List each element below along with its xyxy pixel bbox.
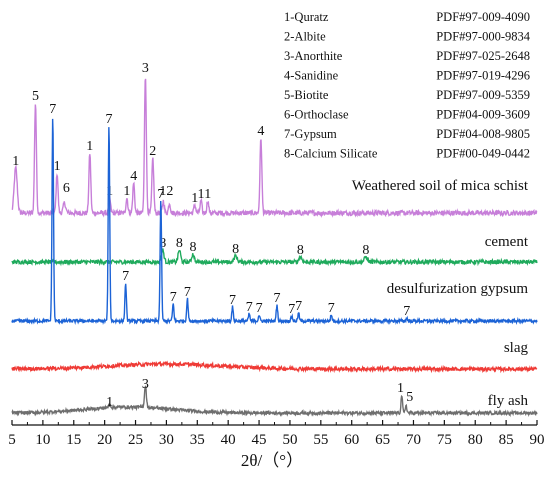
x-tick-label-15: 80 xyxy=(468,432,483,448)
peak-label-0-10: 12 xyxy=(159,184,173,199)
peak-label-0-3: 6 xyxy=(63,181,70,196)
peak-label-0-11: 1 xyxy=(191,191,198,206)
series-label-1: cement xyxy=(485,234,529,250)
peak-label-2-2: 7 xyxy=(122,269,129,284)
x-tick-label-13: 70 xyxy=(406,432,421,448)
x-tick-label-6: 35 xyxy=(190,432,205,448)
x-tick-label-1: 10 xyxy=(35,432,50,448)
series-line-4 xyxy=(11,385,538,418)
legend-label-7: 7-Gypsum xyxy=(284,127,337,141)
peak-label-1-5: 8 xyxy=(362,243,369,258)
peak-label-0-4: 1 xyxy=(86,139,93,154)
x-tick-label-3: 20 xyxy=(97,432,112,448)
legend-pdf-1: PDF#97-009-4090 xyxy=(436,10,530,24)
series-line-1 xyxy=(11,248,538,267)
peak-label-4-3: 5 xyxy=(406,390,413,405)
peak-label-1-4: 8 xyxy=(297,243,304,258)
x-tick-label-10: 55 xyxy=(313,432,328,448)
legend-pdf-8: PDF#00-049-0442 xyxy=(436,147,530,161)
peak-label-2-10: 7 xyxy=(288,302,295,317)
peak-label-2-3: 7 xyxy=(157,187,164,202)
peak-label-4-0: 1 xyxy=(106,395,113,410)
x-tick-label-14: 75 xyxy=(437,432,452,448)
legend-pdf-6: PDF#04-009-3609 xyxy=(436,108,530,122)
legend-pdf-7: PDF#04-008-9805 xyxy=(436,127,530,141)
peak-label-2-13: 7 xyxy=(403,304,410,319)
peak-label-0-9: 2 xyxy=(149,144,156,159)
series-label-3: slag xyxy=(504,340,529,356)
peak-label-1-0: 8 xyxy=(159,236,166,251)
series-3: slag xyxy=(11,340,538,374)
peak-label-0-13: 1 xyxy=(204,187,211,202)
legend-pdf-3: PDF#97-025-2648 xyxy=(436,49,530,63)
peak-label-2-12: 7 xyxy=(328,301,335,316)
series-line-0 xyxy=(11,78,538,218)
peak-label-4-1: 3 xyxy=(142,377,149,392)
legend-pdf-5: PDF#97-009-5359 xyxy=(436,88,530,102)
peak-label-2-7: 7 xyxy=(246,300,253,315)
peak-label-0-0: 1 xyxy=(12,154,19,169)
x-tick-label-7: 40 xyxy=(221,432,236,448)
peak-label-0-2: 1 xyxy=(54,159,61,174)
legend-label-4: 4-Sanidine xyxy=(284,69,339,83)
legend-label-1: 1-Quratz xyxy=(284,10,329,24)
series-label-4: fly ash xyxy=(488,393,529,409)
series-line-2 xyxy=(11,118,538,326)
x-tick-label-8: 45 xyxy=(252,432,267,448)
x-tick-label-17: 90 xyxy=(530,432,545,448)
x-tick-label-16: 85 xyxy=(499,432,514,448)
series-line-3 xyxy=(11,360,538,374)
x-axis-title: 2θ/（°） xyxy=(241,451,303,470)
peak-label-2-4: 7 xyxy=(170,290,177,305)
series-label-0: Weathered soil of mica schist xyxy=(352,178,529,194)
peak-label-2-5: 7 xyxy=(184,285,191,300)
x-tick-label-9: 50 xyxy=(282,432,297,448)
legend-label-6: 6-Orthoclase xyxy=(284,108,349,122)
x-tick-label-0: 5 xyxy=(8,432,16,448)
x-tick-label-2: 15 xyxy=(66,432,81,448)
x-tick-label-5: 30 xyxy=(159,432,174,448)
legend-label-3: 3-Anorthite xyxy=(284,49,343,63)
peak-label-2-11: 7 xyxy=(295,299,302,314)
x-tick-label-11: 60 xyxy=(344,432,359,448)
peak-label-1-3: 8 xyxy=(232,242,239,257)
x-axis: 5 10 15 20 25 30 35 40 45 50 55 60 65 70 75 80 85 90 xyxy=(8,420,545,448)
peak-label-1-2: 8 xyxy=(190,240,197,255)
peak-label-0-6: 1 xyxy=(123,184,130,199)
peak-label-1-1: 8 xyxy=(176,236,183,251)
peak-label-2-6: 7 xyxy=(229,293,236,308)
series-label-2: desulfurization gypsum xyxy=(387,281,529,297)
peak-label-2-0: 7 xyxy=(49,102,56,117)
legend-label-8: 8-Calcium Silicate xyxy=(284,147,378,161)
peak-label-2-9: 7 xyxy=(274,291,281,306)
legend-label-2: 2-Albite xyxy=(284,30,326,44)
peak-label-2-8: 7 xyxy=(256,301,263,316)
peak-label-0-12: 1 xyxy=(198,187,205,202)
peak-label-0-8: 3 xyxy=(142,61,149,76)
peak-label-0-7: 4 xyxy=(130,169,137,184)
peak-label-2-1: 7 xyxy=(106,112,113,127)
peak-label-4-2: 1 xyxy=(397,381,404,396)
legend-pdf-4: PDF#97-019-4296 xyxy=(436,69,530,83)
peak-label-0-14: 4 xyxy=(257,124,264,139)
x-tick-label-12: 65 xyxy=(375,432,390,448)
legend-label-5: 5-Biotite xyxy=(284,88,329,102)
x-tick-label-4: 25 xyxy=(128,432,143,448)
legend-pdf-2: PDF#97-000-9834 xyxy=(436,30,531,44)
legend: 1-Quratz PDF#97-009-4090 2-Albite PDF#97-00… xyxy=(284,10,531,161)
peak-label-0-1: 5 xyxy=(32,89,39,104)
